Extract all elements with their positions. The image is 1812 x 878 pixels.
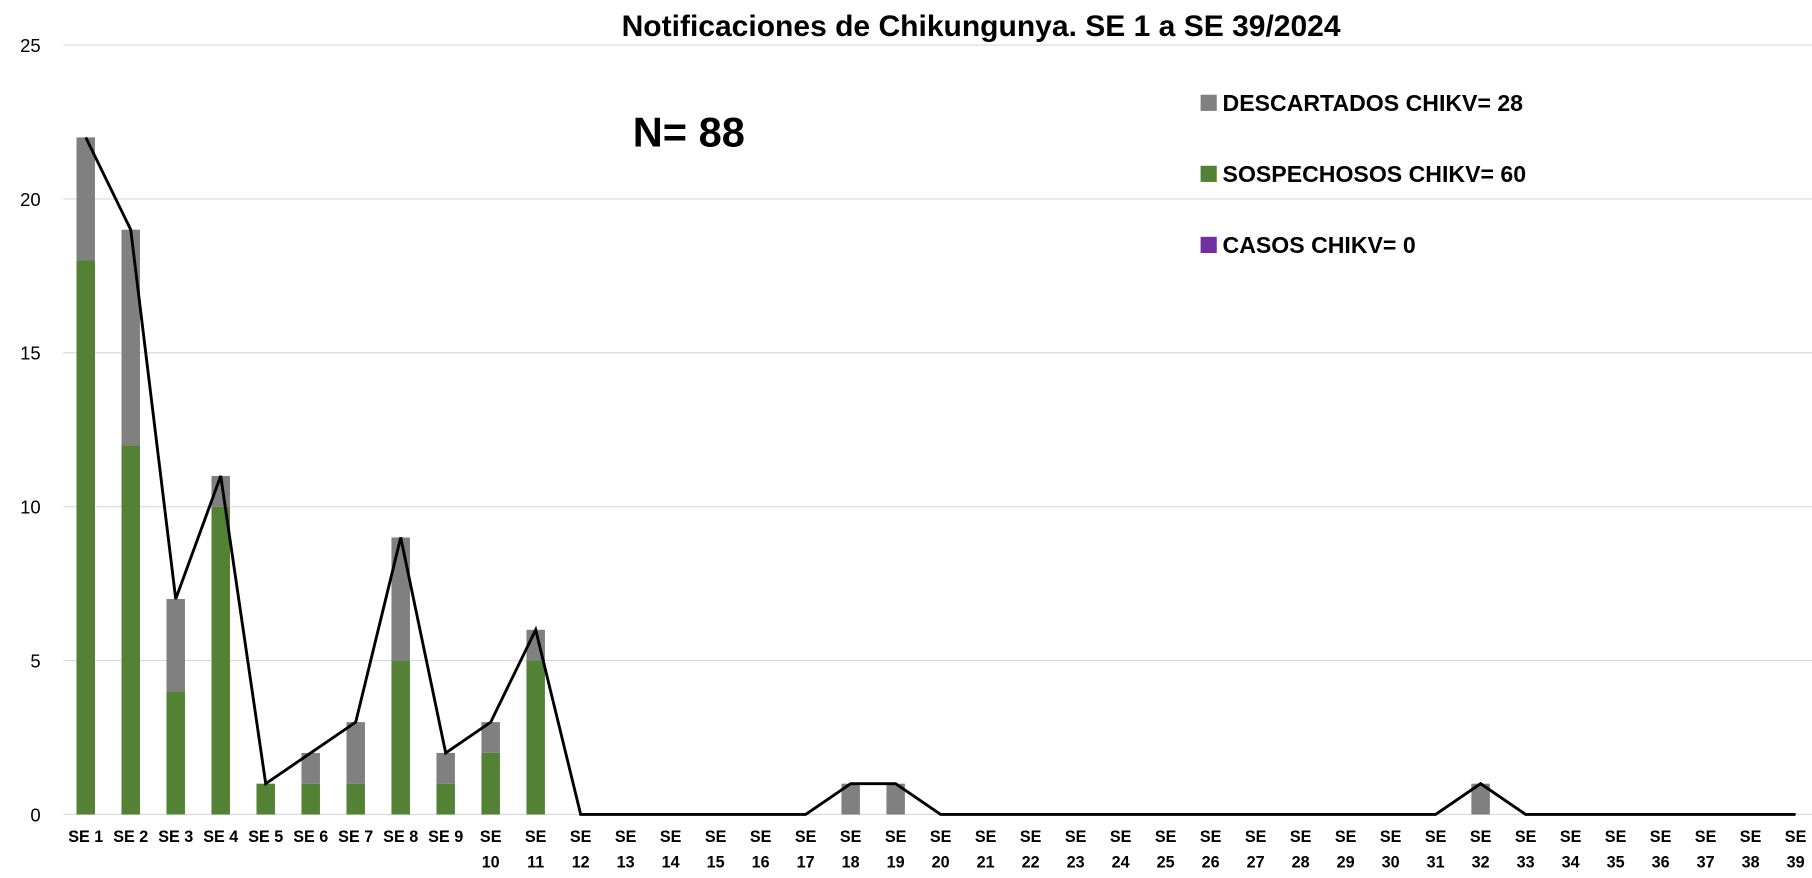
x-tick-label: SE 17 bbox=[795, 828, 817, 871]
x-tick-label: SE 29 bbox=[1335, 828, 1357, 871]
x-tick-label: SE 3 bbox=[158, 828, 193, 846]
x-tick-label: SE 16 bbox=[750, 828, 772, 871]
x-tick-label: SE 21 bbox=[975, 828, 997, 871]
x-tick-label: SE 5 bbox=[248, 828, 283, 846]
y-tick-label: 0 bbox=[30, 804, 40, 825]
bar-segment bbox=[346, 783, 365, 815]
x-tick-label: SE 15 bbox=[705, 828, 727, 871]
annotation: N= 88 bbox=[633, 109, 745, 156]
bar-segment bbox=[301, 783, 320, 815]
bar-segment bbox=[121, 445, 140, 815]
bar-segment bbox=[256, 783, 275, 815]
x-tick-label: SE 19 bbox=[885, 828, 907, 871]
bar-segment bbox=[886, 783, 905, 815]
x-tick-label: SE 36 bbox=[1650, 828, 1672, 871]
bar-segment bbox=[121, 229, 140, 446]
bar-segment bbox=[436, 752, 455, 784]
bar-segment bbox=[481, 752, 500, 815]
x-tick-label: SE 28 bbox=[1290, 828, 1312, 871]
bar-segment bbox=[166, 691, 185, 815]
x-tick-label: SE 38 bbox=[1740, 828, 1762, 871]
bar-segment bbox=[1471, 783, 1490, 815]
legend-label: DESCARTADOS CHIKV= 28 bbox=[1223, 90, 1524, 116]
x-tick-label: SE 32 bbox=[1470, 828, 1492, 871]
x-tick-label: SE 12 bbox=[570, 828, 592, 871]
x-tick-label: SE 7 bbox=[338, 828, 373, 846]
y-tick-label: 5 bbox=[30, 651, 40, 672]
bar-segment bbox=[301, 752, 320, 784]
bar-segment bbox=[391, 660, 410, 815]
x-tick-label: SE 25 bbox=[1155, 828, 1177, 871]
bar-segment bbox=[841, 783, 860, 815]
x-tick-label: SE 4 bbox=[203, 828, 238, 846]
x-tick-label: SE 34 bbox=[1560, 828, 1582, 871]
y-tick-label: 15 bbox=[20, 343, 41, 364]
x-tick-label: SE 1 bbox=[68, 828, 103, 846]
legend-swatch bbox=[1200, 165, 1217, 182]
bar-segment bbox=[436, 783, 455, 815]
x-tick-label: SE 11 bbox=[525, 828, 547, 871]
x-tick-label: SE 30 bbox=[1380, 828, 1402, 871]
y-tick-label: 25 bbox=[20, 35, 41, 56]
bar-segment bbox=[346, 722, 365, 784]
x-tick-label: SE 27 bbox=[1245, 828, 1267, 871]
x-tick-label: SE 2 bbox=[113, 828, 148, 846]
bar-segment bbox=[76, 137, 95, 261]
x-tick-label: SE 8 bbox=[383, 828, 418, 846]
y-tick-label: 10 bbox=[20, 497, 41, 518]
legend-swatch bbox=[1200, 94, 1217, 111]
x-tick-label: SE 31 bbox=[1425, 828, 1447, 871]
chart-title: Notificaciones de Chikungunya. SE 1 a SE… bbox=[622, 10, 1341, 43]
x-tick-label: SE 37 bbox=[1695, 828, 1717, 871]
bar-segment bbox=[211, 506, 230, 815]
x-tick-label: SE 18 bbox=[840, 828, 862, 871]
x-tick-label: SE 20 bbox=[930, 828, 952, 871]
x-tick-label: SE 9 bbox=[428, 828, 463, 846]
x-tick-label: SE 10 bbox=[480, 828, 502, 871]
x-tick-label: SE 6 bbox=[293, 828, 328, 846]
bar-segment bbox=[526, 660, 545, 815]
legend-label: CASOS CHIKV= 0 bbox=[1223, 232, 1416, 258]
bar-segment bbox=[76, 260, 95, 815]
x-tick-label: SE 35 bbox=[1605, 828, 1627, 871]
bar-segment bbox=[391, 537, 410, 661]
legend-label: SOSPECHOSOS CHIKV= 60 bbox=[1223, 161, 1527, 187]
x-tick-label: SE 23 bbox=[1065, 828, 1087, 871]
x-tick-label: SE 14 bbox=[660, 828, 682, 871]
x-tick-label: SE 13 bbox=[615, 828, 637, 871]
bar-segment bbox=[166, 599, 185, 692]
bar-segment bbox=[481, 722, 500, 753]
y-tick-label: 20 bbox=[20, 189, 41, 210]
x-tick-label: SE 39 bbox=[1785, 828, 1807, 871]
legend-swatch bbox=[1200, 236, 1217, 254]
x-tick-label: SE 24 bbox=[1110, 828, 1132, 871]
x-tick-label: SE 26 bbox=[1200, 828, 1222, 871]
total-line bbox=[84, 136, 1796, 816]
x-tick-label: SE 22 bbox=[1020, 828, 1042, 871]
x-tick-label: SE 33 bbox=[1515, 828, 1537, 871]
